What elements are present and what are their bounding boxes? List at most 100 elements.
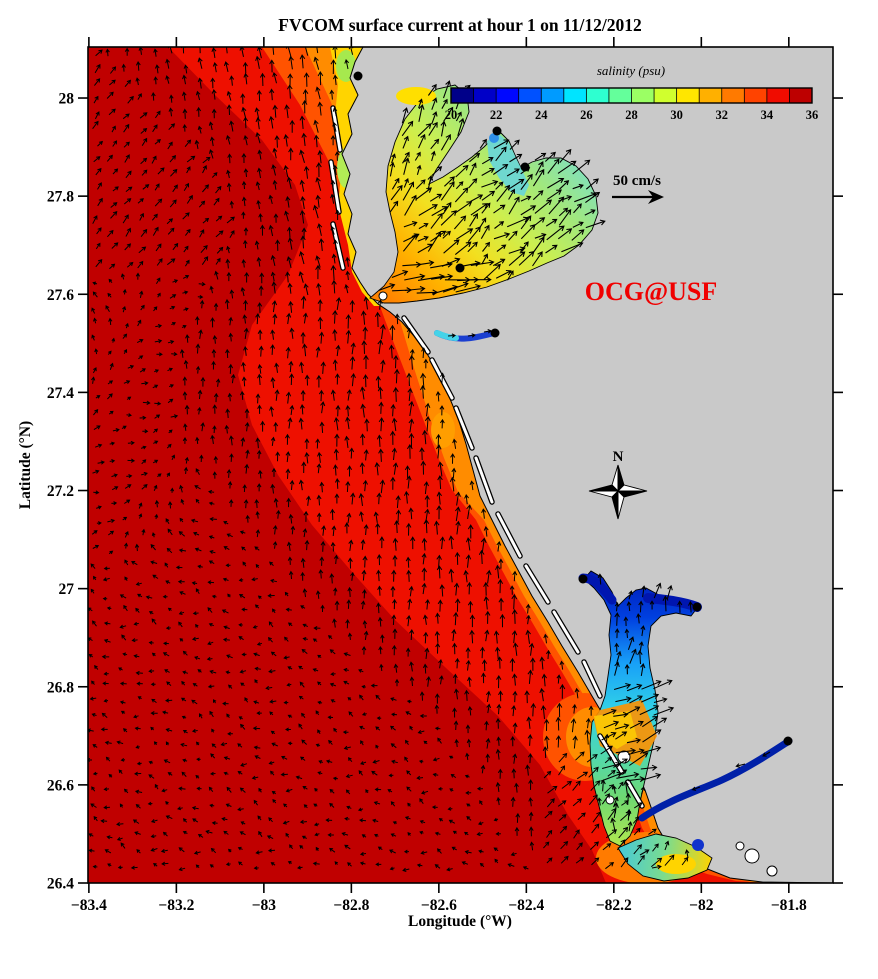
current-vector bbox=[559, 825, 568, 834]
current-vector bbox=[512, 570, 518, 582]
current-vector bbox=[329, 649, 336, 655]
current-vector bbox=[92, 281, 98, 286]
current-vector bbox=[239, 390, 245, 400]
current-vector bbox=[183, 245, 189, 253]
current-vector bbox=[633, 827, 641, 836]
current-vector bbox=[162, 710, 169, 715]
current-vector bbox=[254, 755, 261, 760]
current-vector bbox=[493, 232, 511, 240]
current-vector bbox=[154, 198, 163, 207]
current-vector bbox=[109, 441, 116, 446]
current-vector bbox=[528, 779, 534, 790]
current-vector bbox=[586, 754, 598, 763]
current-vector bbox=[447, 806, 453, 811]
current-vector bbox=[633, 844, 643, 855]
current-vector bbox=[318, 389, 324, 402]
barrier-island bbox=[454, 406, 474, 450]
current-vector bbox=[133, 621, 139, 626]
current-vector bbox=[466, 816, 472, 821]
current-vector bbox=[256, 711, 262, 716]
current-vector bbox=[347, 632, 353, 640]
current-vector bbox=[315, 846, 320, 852]
current-vector bbox=[546, 798, 555, 808]
current-vector bbox=[267, 593, 275, 598]
salinity-patch bbox=[431, 412, 455, 448]
current-vector bbox=[498, 558, 504, 569]
current-vector bbox=[454, 241, 472, 256]
current-vector bbox=[572, 703, 577, 714]
current-vector bbox=[106, 835, 113, 840]
current-vector bbox=[197, 669, 202, 673]
current-vector bbox=[103, 671, 109, 676]
current-vector bbox=[131, 638, 138, 643]
current-vector bbox=[628, 590, 633, 600]
current-vector bbox=[141, 471, 148, 477]
current-vector bbox=[392, 598, 397, 610]
current-vector bbox=[306, 495, 311, 506]
current-vector bbox=[183, 466, 189, 474]
current-vector bbox=[287, 73, 293, 88]
current-vector bbox=[427, 83, 437, 96]
current-vector bbox=[347, 697, 352, 701]
current-vector bbox=[124, 576, 128, 581]
current-vector bbox=[509, 139, 520, 150]
current-vector bbox=[688, 600, 694, 613]
current-vector bbox=[269, 59, 275, 73]
current-vector bbox=[237, 807, 244, 812]
current-vector bbox=[418, 98, 423, 109]
current-vector bbox=[420, 850, 428, 855]
current-vector bbox=[195, 468, 200, 476]
current-vector bbox=[359, 725, 365, 730]
current-vector bbox=[330, 389, 336, 401]
x-tick-label: −82.4 bbox=[508, 897, 544, 914]
current-vector bbox=[298, 271, 304, 283]
current-vector bbox=[316, 47, 319, 54]
current-vector bbox=[467, 706, 473, 716]
current-vector bbox=[208, 121, 214, 131]
current-vector bbox=[510, 852, 517, 857]
current-vector bbox=[242, 561, 247, 567]
current-vector bbox=[299, 115, 306, 129]
current-vector bbox=[208, 560, 215, 565]
colorbar-cell bbox=[608, 88, 632, 103]
current-vector bbox=[301, 227, 307, 239]
current-vector bbox=[268, 669, 276, 674]
current-vector bbox=[178, 867, 186, 872]
current-vector bbox=[486, 569, 492, 584]
colorbar-cell bbox=[518, 88, 542, 103]
current-vector bbox=[300, 389, 306, 401]
current-vector bbox=[530, 702, 537, 717]
current-vector bbox=[200, 376, 206, 387]
current-vector bbox=[331, 525, 337, 537]
current-vector bbox=[374, 787, 382, 792]
current-vector bbox=[298, 665, 304, 670]
current-vector bbox=[418, 259, 435, 266]
current-vector bbox=[255, 511, 260, 519]
current-vector bbox=[329, 573, 335, 584]
current-vector bbox=[402, 135, 409, 149]
current-vector bbox=[242, 484, 247, 493]
current-vector bbox=[140, 445, 147, 450]
current-vector bbox=[91, 307, 96, 314]
current-vector bbox=[466, 504, 472, 519]
current-vector bbox=[438, 817, 444, 822]
current-vector bbox=[125, 186, 133, 192]
current-vector bbox=[388, 344, 395, 359]
current-vector bbox=[455, 506, 461, 522]
current-vector bbox=[163, 759, 171, 764]
current-vector bbox=[649, 600, 655, 610]
current-vector bbox=[197, 57, 203, 69]
current-vector bbox=[192, 531, 200, 536]
current-vector bbox=[150, 726, 154, 731]
current-vector bbox=[493, 204, 506, 214]
current-vector bbox=[439, 405, 445, 416]
current-vector bbox=[135, 745, 140, 749]
current-vector bbox=[287, 666, 293, 670]
current-vector bbox=[123, 348, 128, 355]
current-vector bbox=[378, 417, 385, 432]
current-vector bbox=[344, 816, 350, 821]
current-vector bbox=[224, 424, 230, 434]
current-vector bbox=[559, 683, 566, 699]
current-vector bbox=[95, 443, 103, 448]
current-vector bbox=[424, 494, 430, 508]
